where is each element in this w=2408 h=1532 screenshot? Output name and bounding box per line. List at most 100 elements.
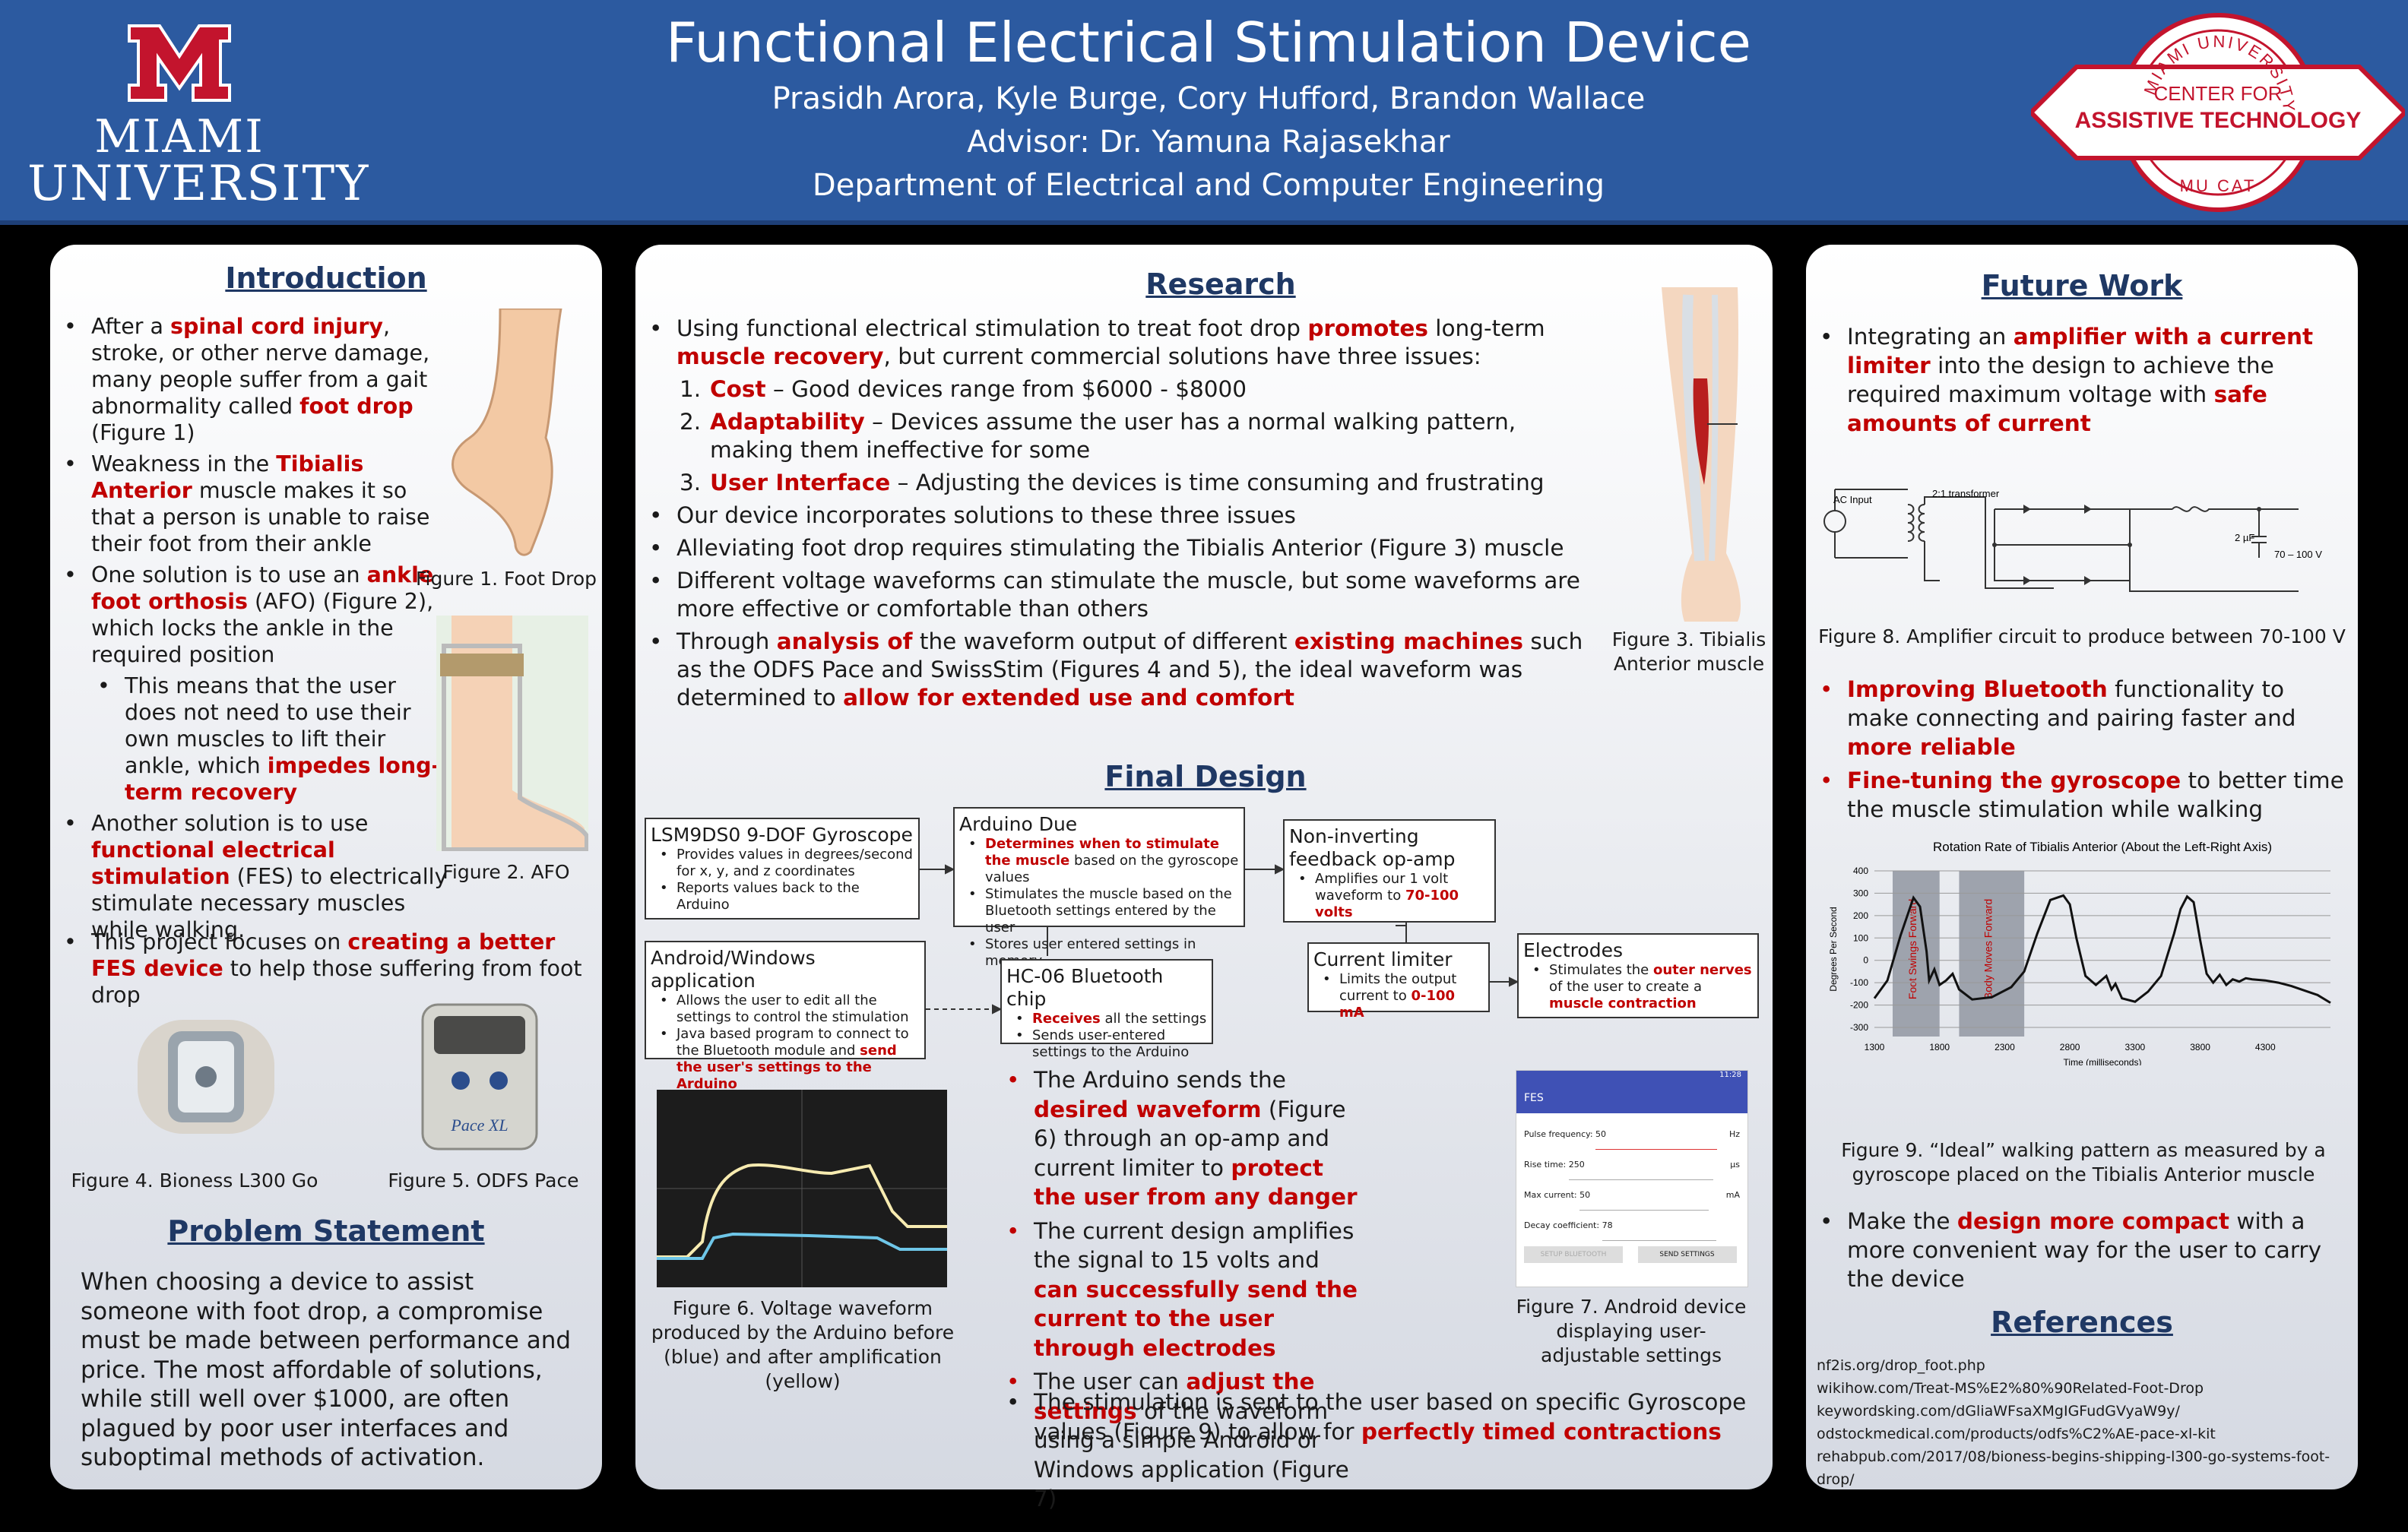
y-tick-label: 0 bbox=[1863, 955, 1868, 966]
odfs-pace-image: Pace XL bbox=[421, 1003, 538, 1151]
gyroscope-block-title: LSM9DS0 9-DOF Gyroscope bbox=[651, 824, 913, 846]
title-block: Functional Electrical Stimulation Device… bbox=[456, 8, 1961, 207]
arduino-item: Determines when to stimulate the muscle … bbox=[959, 836, 1239, 886]
max-current-input[interactable]: 50 bbox=[1579, 1180, 1709, 1211]
poster-header: MIAMI UNIVERSITY Functional Electrical S… bbox=[0, 0, 2408, 225]
gyro-item: Reports values back to the Arduino bbox=[651, 880, 914, 913]
y-tick-label: 300 bbox=[1853, 888, 1868, 898]
reference-item[interactable]: wikihow.com/Treat-MS%E2%80%90Related-Foo… bbox=[1817, 1380, 2204, 1397]
send-settings-button[interactable]: SEND SETTINGS bbox=[1637, 1246, 1737, 1263]
opamp-block-title: Non-inverting feedback op-amp bbox=[1289, 825, 1456, 870]
android-app-screenshot: 11:28 FES Pulse frequency: 50 Hz Rise ti… bbox=[1516, 1070, 1748, 1287]
logo-text-bottom: UNIVERSITY bbox=[27, 156, 370, 212]
future-bullet-4: Make the design more compact with a more… bbox=[1814, 1207, 2346, 1293]
ac-input-label: AC Input bbox=[1833, 494, 1872, 505]
research-list: Using functional electrical stimulation … bbox=[643, 315, 1593, 717]
future-bullet-2: Improving Bluetooth functionality to mak… bbox=[1814, 675, 2346, 761]
intro-heading: Introduction bbox=[225, 261, 427, 295]
gyro-item: Provides values in degrees/second for x,… bbox=[651, 847, 914, 880]
miami-university-logo: MIAMI UNIVERSITY bbox=[27, 21, 368, 208]
seal-line1: CENTER FOR bbox=[2154, 82, 2283, 105]
research-panel: Research Using functional electrical sti… bbox=[635, 245, 1773, 1511]
intro-bullet-4: Another solution is to use functional el… bbox=[58, 810, 453, 943]
pulse-frequency-input[interactable]: 50 bbox=[1595, 1119, 1718, 1150]
x-tick-label: 1300 bbox=[1865, 1042, 1885, 1052]
figure-1-caption: Figure 1. Foot Drop bbox=[415, 568, 597, 590]
intro-bullet-5: This project focuses on creating a bette… bbox=[58, 929, 590, 1008]
electrodes-item: Stimulates the outer nerves of the user … bbox=[1523, 962, 1753, 1012]
app-block-title: Android/Windows application bbox=[651, 947, 816, 992]
gyroscope-block: LSM9DS0 9-DOF Gyroscope Provides values … bbox=[645, 818, 920, 920]
design-bullet-2: The current design amplifies the signal … bbox=[1000, 1217, 1365, 1363]
reference-item[interactable]: keywordsking.com/dGliaWFsaXMgIGFudGVyaW9… bbox=[1817, 1403, 2180, 1420]
design-bullet-4: The stimulation is sent to the user base… bbox=[1000, 1388, 1760, 1446]
research-bullet-1: Using functional electrical stimulation … bbox=[643, 315, 1593, 371]
x-tick-label: 1800 bbox=[1929, 1042, 1950, 1052]
limiter-block-title: Current limiter bbox=[1313, 948, 1453, 970]
bioness-device-image bbox=[138, 1020, 274, 1134]
max-current-row: Max current: 50 mA bbox=[1524, 1180, 1740, 1211]
phone-app-title: FES bbox=[1516, 1084, 1747, 1113]
chart-band bbox=[1959, 871, 2025, 1037]
setup-bluetooth-button[interactable]: SETUP BLUETOOTH bbox=[1524, 1246, 1623, 1263]
future-list-1: Integrating an amplifier with a current … bbox=[1814, 322, 2338, 442]
seal-line2: ASSISTIVE TECHNOLOGY bbox=[2075, 108, 2362, 133]
figure-2-caption: Figure 2. AFO bbox=[442, 861, 570, 883]
band-label: Foot Swings Forward bbox=[1906, 899, 1918, 999]
electrodes-block: Electrodes Stimulates the outer nerves o… bbox=[1517, 933, 1759, 1018]
decay-coefficient-input[interactable]: 78 bbox=[1602, 1211, 1716, 1241]
research-heading: Research bbox=[1145, 267, 1296, 301]
reference-item[interactable]: odstockmedical.com/products/odfs%C2%AE-p… bbox=[1817, 1426, 2216, 1442]
settings-form: Pulse frequency: 50 Hz Rise time: 250 µs… bbox=[1516, 1113, 1747, 1269]
logo-text-top: MIAMI bbox=[94, 110, 265, 163]
afo-image bbox=[436, 616, 588, 851]
y-axis-label: Degrees Per Second bbox=[1828, 907, 1839, 991]
rise-time-row: Rise time: 250 µs bbox=[1524, 1150, 1740, 1180]
arduino-item: Stimulates the muscle based on the Bluet… bbox=[959, 886, 1239, 936]
electrodes-block-title: Electrodes bbox=[1523, 939, 1623, 961]
figure-4-caption: Figure 4. Bioness L300 Go bbox=[71, 1170, 318, 1192]
chart-band bbox=[1893, 871, 1940, 1037]
opamp-item: Amplifies our 1 volt waveform to 70-100 … bbox=[1289, 871, 1490, 921]
intro-list-2: This project focuses on creating a bette… bbox=[58, 929, 590, 1013]
tibialis-anterior-image bbox=[1662, 287, 1741, 622]
y-tick-label: -200 bbox=[1850, 1000, 1868, 1011]
design-list-2: The stimulation is sent to the user base… bbox=[1000, 1388, 1760, 1451]
pace-xl-label: Pace XL bbox=[450, 1116, 508, 1135]
intro-bullet-2: Weakness in the Tibialis Anterior muscle… bbox=[58, 451, 453, 557]
app-item: Allows the user to edit all the settings… bbox=[651, 992, 920, 1026]
y-tick-label: 100 bbox=[1853, 932, 1868, 943]
miami-m-icon bbox=[128, 24, 231, 102]
band-label: Body Moves Forward bbox=[1982, 899, 1994, 999]
y-tick-label: -300 bbox=[1850, 1022, 1868, 1033]
arduino-block-title: Arduino Due bbox=[959, 813, 1078, 835]
reference-item[interactable]: nf2is.org/drop_foot.php bbox=[1817, 1357, 1985, 1374]
bluetooth-block: HC-06 Bluetooth chip Receives all the se… bbox=[1000, 959, 1213, 1060]
problem-text: When choosing a device to assist someone… bbox=[81, 1268, 572, 1471]
arduino-block: Arduino Due Determines when to stimulate… bbox=[953, 807, 1245, 969]
future-work-heading: Future Work bbox=[1981, 269, 2183, 302]
capacitor-label: 2 µF bbox=[2235, 532, 2254, 543]
future-bullet-1: Integrating an amplifier with a current … bbox=[1814, 322, 2338, 438]
research-bullet-3: Alleviating foot drop requires stimulati… bbox=[643, 534, 1593, 562]
center-for-assistive-technology-seal: MIAMI UNIVERSITY CENTER FOR ASSISTIVE TE… bbox=[2031, 13, 2405, 212]
x-tick-label: 4300 bbox=[2255, 1042, 2276, 1052]
reference-item[interactable]: rehabpub.com/2017/08/bioness-begins-ship… bbox=[1817, 1448, 2330, 1488]
poster-title: Functional Electrical Stimulation Device bbox=[666, 11, 1751, 74]
bt-item: Sends user-entered settings to the Ardui… bbox=[1006, 1027, 1207, 1061]
future-list-2: Improving Bluetooth functionality to mak… bbox=[1814, 675, 2346, 828]
research-bullet-2: Our device incorporates solutions to the… bbox=[643, 502, 1593, 530]
chart-title: Rotation Rate of Tibialis Anterior (Abou… bbox=[1933, 840, 2272, 854]
amplifier-circuit-diagram: AC Input 2:1 transformer 2 µF 70 – 100 V bbox=[1823, 488, 2322, 592]
figure-8-caption: Figure 8. Amplifier circuit to produce b… bbox=[1818, 625, 2346, 647]
future-list-3: Make the design more compact with a more… bbox=[1814, 1207, 2346, 1298]
x-tick-label: 3800 bbox=[2190, 1042, 2210, 1052]
figure-3-caption: Figure 3. Tibialis Anterior muscle bbox=[1611, 628, 1766, 675]
references-list: nf2is.org/drop_foot.php wikihow.com/Trea… bbox=[1817, 1354, 2349, 1491]
rotation-rate-chart: Rotation Rate of Tibialis Anterior (Abou… bbox=[1828, 840, 2331, 1065]
references-heading: References bbox=[1991, 1306, 2173, 1339]
intro-bullet-3: One solution is to use an ankle foot ort… bbox=[58, 562, 453, 668]
x-tick-label: 3300 bbox=[2125, 1042, 2146, 1052]
rise-time-input[interactable]: 250 bbox=[1568, 1150, 1713, 1180]
y-tick-label: -100 bbox=[1850, 977, 1868, 988]
